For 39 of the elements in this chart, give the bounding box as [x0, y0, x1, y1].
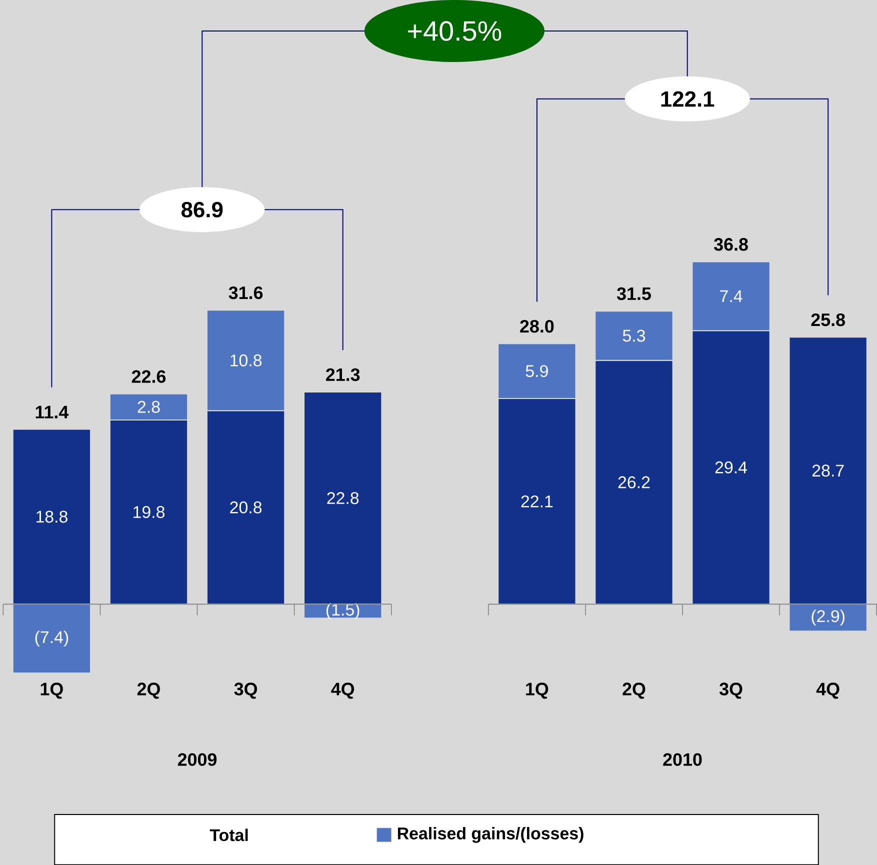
data-label: 5.3 [622, 330, 646, 342]
text: 2009 [178, 753, 217, 766]
total-label: 31.5 [616, 287, 651, 300]
text: +40.5% [408, 21, 502, 41]
x-tick-label: 3Q [234, 682, 258, 699]
total-label: 21.3 [326, 368, 360, 381]
data-label: 29.4 [715, 461, 748, 474]
total-label: 31.6 [228, 286, 263, 300]
total-label: 11.4 [36, 406, 69, 418]
x-tick-label: 4Q [331, 682, 354, 699]
legend-label: Realised gains/(losses) [398, 826, 584, 843]
data-label: 10.8 [230, 354, 262, 366]
legend-title: Total [210, 828, 248, 842]
x-tick-label: 3Q [719, 682, 742, 699]
data-label: 26.2 [618, 476, 650, 488]
x-tick-label: 2Q [622, 682, 646, 699]
total-label: 22.6 [132, 370, 166, 383]
data-label: (2.9) [812, 610, 844, 626]
data-label: 20.8 [230, 501, 262, 514]
data-label: 22.8 [327, 492, 359, 504]
data-label: 28.7 [812, 464, 844, 477]
text: 2010 [663, 753, 702, 766]
total-label: 36.8 [714, 238, 748, 251]
x-tick-label: 2Q [137, 682, 160, 699]
data-label: 5.9 [526, 365, 548, 378]
total-label: 25.8 [811, 313, 845, 326]
data-label: 7.4 [720, 290, 742, 302]
text: 86.9 [181, 202, 223, 218]
data-label: 2.8 [138, 400, 160, 413]
x-tick-label: 4Q [816, 682, 840, 699]
total-label: 28.0 [520, 320, 554, 333]
x-tick-label: 1Q [40, 682, 63, 699]
x-tick-label: 1Q [526, 682, 548, 699]
data-label: (7.4) [35, 630, 68, 646]
data-label: 22.1 [521, 495, 553, 508]
data-label: (1.5) [326, 603, 360, 619]
data-label: 19.8 [134, 506, 164, 518]
data-label: 18.8 [36, 510, 68, 523]
text: 122.1 [661, 91, 714, 106]
